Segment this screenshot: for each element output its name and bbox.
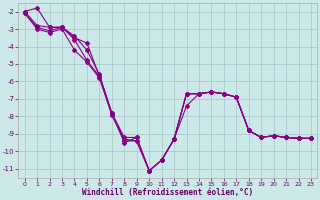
X-axis label: Windchill (Refroidissement éolien,°C): Windchill (Refroidissement éolien,°C)	[82, 188, 253, 197]
